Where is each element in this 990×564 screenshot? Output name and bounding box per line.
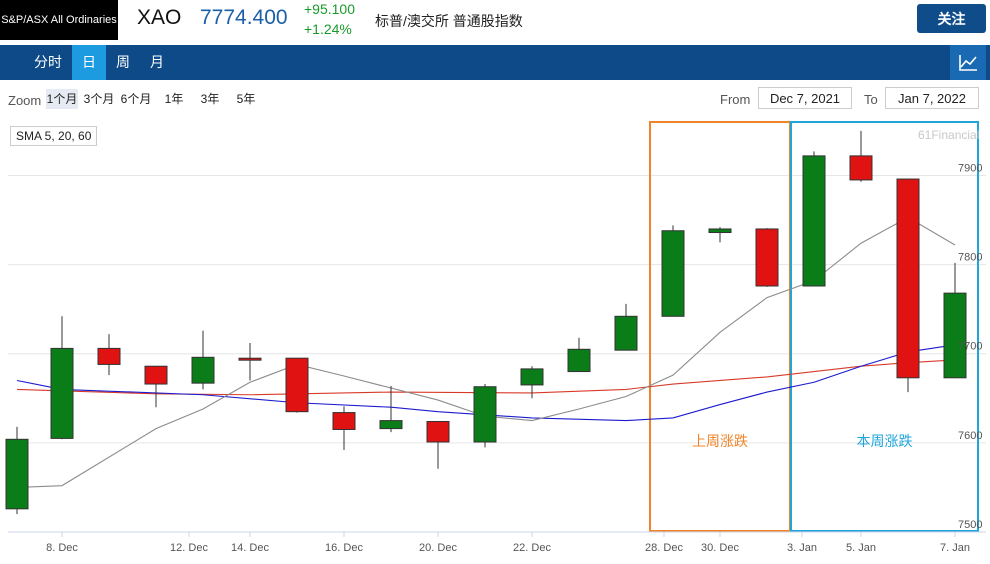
price-change-percent: +1.24% [304, 21, 352, 37]
tab-weekly[interactable]: 周 [116, 54, 130, 70]
sma20-line [16, 344, 956, 422]
x-tick-label: 5. Jan [846, 542, 876, 554]
y-tick-label: 7900 [958, 162, 982, 174]
candle [943, 262, 967, 379]
candle [285, 357, 309, 413]
x-tick-label: 22. Dec [513, 542, 551, 554]
sma-indicator-label[interactable]: SMA 5, 20, 60 [10, 126, 98, 146]
candle-body [379, 420, 403, 430]
candle-body [285, 357, 309, 413]
candle-body [896, 178, 920, 379]
price-change: +95.100 [304, 1, 355, 17]
candle-body [5, 438, 29, 510]
zoom-label: Zoom [8, 93, 42, 108]
candle [191, 330, 215, 390]
candle [238, 343, 262, 381]
candle [520, 366, 544, 399]
candle [896, 178, 920, 393]
follow-button[interactable]: 关注 [917, 4, 986, 33]
last-week-label: 上周涨跌 [692, 433, 748, 449]
candle [849, 130, 873, 182]
candle-body [97, 347, 121, 365]
candle [802, 151, 826, 287]
x-tick-label: 30. Dec [701, 542, 739, 554]
line-chart-icon[interactable] [950, 45, 986, 80]
from-label: From [720, 92, 751, 107]
candle-body [567, 348, 591, 373]
candle-body [144, 365, 168, 385]
zoom-6m-button[interactable]: 6个月 [120, 92, 152, 106]
candle [755, 228, 779, 287]
range-toolbar: Zoom 1个月 3个月 6个月 1年 3年 5年 From To [0, 86, 990, 114]
candle-body [708, 228, 732, 234]
candle-body [191, 356, 215, 384]
candle [332, 406, 356, 450]
candle [50, 316, 74, 440]
to-date-input[interactable] [885, 87, 979, 109]
y-tick-label: 7500 [958, 519, 982, 531]
zoom-1y-button[interactable]: 1年 [164, 92, 184, 106]
x-tick-label: 14. Dec [231, 542, 269, 554]
tab-monthly[interactable]: 月 [150, 54, 164, 70]
from-date-input[interactable] [758, 87, 852, 109]
candle [708, 227, 732, 243]
quote-header: S&P/ASX All Ordinaries XAO 7774.400 +95.… [0, 0, 990, 40]
tab-daily[interactable]: 日 [72, 45, 106, 80]
candle [614, 303, 638, 351]
candle-body [849, 155, 873, 181]
candle-body [473, 386, 497, 443]
x-tick-label: 3. Jan [787, 542, 817, 554]
index-description: 标普/澳交所 普通股指数 [375, 13, 523, 29]
candle [379, 385, 403, 433]
candle-body [332, 412, 356, 430]
x-tick-label: 20. Dec [419, 542, 457, 554]
candle-body [943, 292, 967, 379]
candle-body [661, 230, 685, 317]
period-tabs: 分时 日 周 月 [0, 45, 990, 80]
candle [426, 420, 450, 469]
candle [567, 337, 591, 373]
candle-body [50, 347, 74, 439]
chart-credit: 61Financial [918, 128, 980, 142]
to-label: To [864, 92, 878, 107]
candle-body [614, 315, 638, 351]
candle [144, 365, 168, 408]
last-week-box [649, 121, 791, 532]
zoom-3y-button[interactable]: 3年 [200, 92, 220, 106]
candle [5, 426, 29, 515]
x-tick-label: 8. Dec [46, 542, 78, 554]
zoom-5y-button[interactable]: 5年 [236, 92, 256, 106]
candle [473, 384, 497, 448]
candle-body [520, 368, 544, 386]
candle-body [426, 420, 450, 443]
this-week-label: 本周涨跌 [857, 433, 913, 449]
candle-body [755, 228, 779, 287]
last-price: 7774.400 [200, 6, 288, 29]
tab-intraday[interactable]: 分时 [34, 54, 62, 70]
x-tick-label: 7. Jan [940, 542, 970, 554]
y-tick-label: 7700 [958, 341, 982, 353]
this-week-box [790, 121, 979, 532]
candle-body [802, 155, 826, 287]
zoom-1m-button[interactable]: 1个月 [46, 89, 78, 109]
candle [97, 334, 121, 376]
y-tick-label: 7800 [958, 252, 982, 264]
x-tick-label: 28. Dec [645, 542, 683, 554]
x-tick-label: 12. Dec [170, 542, 208, 554]
candle [661, 225, 685, 317]
index-logo: S&P/ASX All Ordinaries [0, 0, 118, 40]
x-tick-label: 16. Dec [325, 542, 363, 554]
symbol: XAO [137, 6, 182, 29]
y-tick-label: 7600 [958, 430, 982, 442]
candle-body [238, 357, 262, 361]
zoom-3m-button[interactable]: 3个月 [83, 92, 115, 106]
